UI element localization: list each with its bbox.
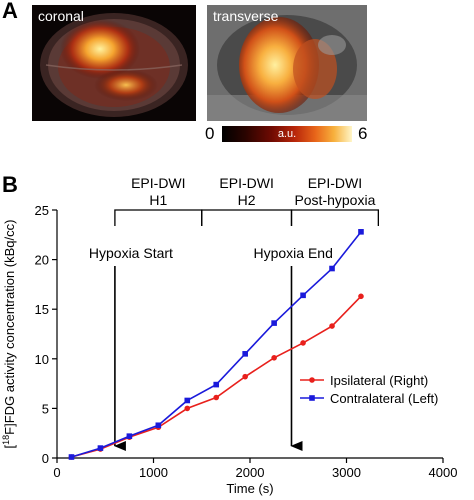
colorbar-unit-label: a.u.	[277, 128, 297, 140]
x-tick-label: 1000	[139, 465, 168, 480]
transverse-pet-image: transverse	[207, 5, 367, 121]
data-point	[358, 229, 364, 235]
series-contralateral	[68, 229, 364, 460]
legend-marker	[309, 377, 315, 383]
chart-annotations: EPI-DWIH1EPI-DWIH2EPI-DWIPost-hypoxiaHyp…	[89, 175, 379, 451]
data-point	[300, 292, 306, 299]
legend-label: Ipsilateral (Right)	[330, 373, 428, 388]
epoch-bracket-line	[114, 209, 203, 226]
data-point	[184, 405, 191, 412]
data-point	[97, 445, 104, 451]
epoch-label-line1: EPI-DWI	[219, 175, 273, 191]
epoch-label-line2: H2	[238, 192, 256, 208]
legend-marker	[309, 395, 315, 401]
epoch-label-line2: H1	[149, 192, 167, 208]
data-point	[242, 351, 248, 357]
data-point	[184, 397, 191, 404]
colorbar-min-label: 0	[205, 124, 215, 143]
data-point	[68, 454, 75, 460]
data-point	[358, 293, 364, 300]
epoch-label-line2: Post-hypoxia	[294, 192, 375, 208]
chart-legend: Ipsilateral (Right) Contralateral (Left)	[300, 373, 438, 406]
x-tick-label: 3000	[332, 465, 361, 480]
panel-b-letter: B	[2, 172, 18, 197]
data-point	[329, 323, 335, 329]
legend-item: Contralateral (Left)	[300, 391, 438, 406]
y-tick-label: 25	[35, 203, 49, 218]
chart-axes: 0 5 10 15 20 25 0 1000 2000 3000 4000	[35, 203, 458, 480]
y-tick-label: 15	[35, 302, 49, 317]
epoch-bracket-line	[201, 209, 293, 226]
coronal-pet-image: coronal	[32, 5, 196, 121]
y-tick-label: 0	[42, 451, 49, 466]
panel-a-letter: A	[2, 0, 18, 23]
data-point	[213, 381, 220, 388]
data-point	[155, 422, 162, 429]
transverse-label: transverse	[213, 8, 279, 24]
y-axis-title: [18F]FDG activity concentration (kBq/cc)	[1, 220, 17, 449]
data-point	[213, 394, 220, 401]
hypoxia-end-label: Hypoxia End	[253, 245, 332, 261]
x-tick-label: 4000	[429, 465, 458, 480]
chart-series	[68, 229, 364, 460]
x-tick-label: 2000	[236, 465, 265, 480]
epoch-label-line1: EPI-DWI	[131, 175, 185, 191]
data-point	[242, 373, 248, 380]
x-axis-title: Time (s)	[226, 481, 273, 496]
x-tick-label: 0	[53, 465, 60, 480]
transverse-heatmap	[207, 5, 367, 121]
y-tick-label: 5	[42, 401, 49, 416]
legend-label: Contralateral (Left)	[330, 391, 438, 406]
data-point	[271, 320, 277, 326]
y-tick-label: 20	[35, 253, 49, 268]
epoch-bracket-line	[290, 209, 379, 226]
coronal-heatmap	[32, 5, 196, 121]
hypoxia-start-label: Hypoxia Start	[89, 245, 173, 261]
y-tick-label: 10	[35, 352, 49, 367]
colorbar: a.u.	[222, 126, 352, 142]
coronal-label: coronal	[38, 8, 84, 24]
data-point	[329, 265, 335, 272]
series-ipsilateral	[68, 293, 364, 460]
data-point	[271, 355, 277, 361]
legend-item: Ipsilateral (Right)	[300, 373, 428, 388]
epoch-label-line1: EPI-DWI	[308, 175, 362, 191]
data-point	[126, 433, 133, 439]
colorbar-max-label: 6	[358, 124, 368, 143]
data-point	[300, 340, 306, 346]
